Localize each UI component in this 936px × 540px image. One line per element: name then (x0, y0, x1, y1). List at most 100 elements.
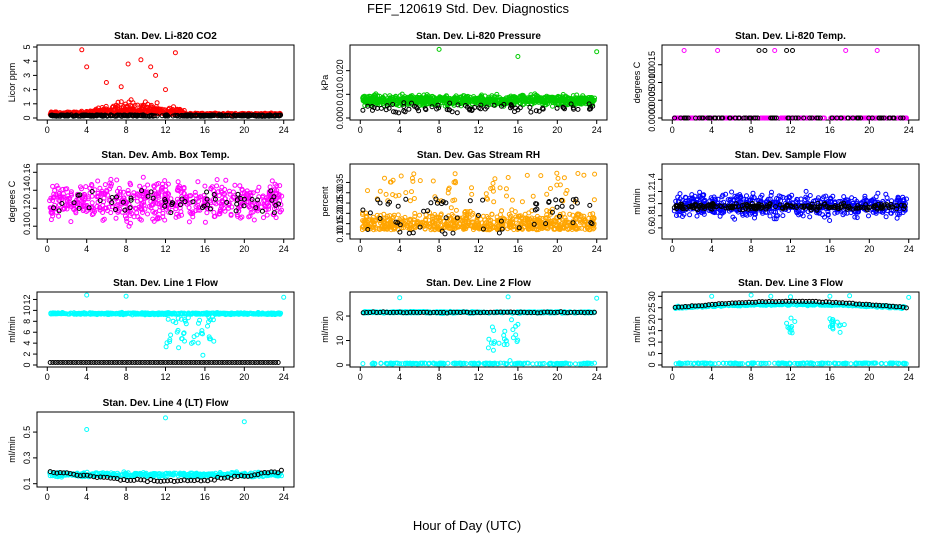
data-points (359, 170, 598, 237)
data-point (411, 196, 417, 201)
data-point (550, 94, 556, 100)
data-point (56, 213, 62, 219)
data-point (519, 199, 525, 205)
panel-title: Stan. Dev. Sample Flow (735, 150, 847, 161)
x-tick-label: 4 (709, 244, 714, 254)
y-axis-label: ml/min (632, 188, 642, 215)
y-axis-label: degrees C (632, 61, 642, 103)
data-point (430, 99, 436, 105)
data-point (436, 46, 442, 52)
data-point (113, 113, 119, 118)
data-point (469, 191, 475, 197)
data-point (454, 110, 460, 116)
data-point (127, 107, 133, 113)
data-point (135, 102, 141, 108)
data-point (417, 212, 422, 218)
data-point (228, 113, 234, 119)
data-point (515, 107, 521, 113)
x-tick-label: 8 (124, 372, 129, 382)
data-point (517, 93, 523, 99)
data-point (582, 99, 588, 105)
data-point (450, 230, 456, 236)
data-point (174, 113, 180, 119)
data-point (575, 171, 581, 176)
y-axis-label: kPa (320, 75, 330, 91)
data-point (393, 109, 399, 115)
y-tick-label: 0.020 (335, 59, 345, 82)
y-tick-label: 10 (22, 305, 32, 315)
data-point (369, 95, 375, 101)
data-point (756, 48, 762, 53)
data-point (387, 97, 393, 103)
y-tick-label: 6 (22, 330, 32, 335)
data-point (416, 108, 422, 114)
data-point (205, 323, 210, 329)
x-tick-label: 20 (864, 125, 874, 135)
data-point (674, 213, 679, 218)
x-tick-label: 12 (473, 125, 483, 135)
data-point (265, 113, 271, 118)
data-point (466, 99, 472, 105)
data-point (550, 97, 555, 103)
y-tick-label: 3 (22, 73, 32, 78)
data-point (417, 178, 423, 184)
data-point (429, 104, 435, 110)
x-tick-label: 16 (200, 244, 210, 254)
data-point (559, 203, 565, 209)
data-point (392, 96, 398, 102)
data-point (401, 100, 407, 106)
y-tick-label: 0.0005 (647, 86, 657, 114)
data-point (473, 98, 479, 104)
data-point (536, 108, 542, 114)
data-point (259, 112, 265, 118)
plot-frame (36, 44, 295, 121)
data-point (527, 104, 533, 110)
x-tick-label: 20 (239, 244, 249, 254)
y-tick-label: 0.0015 (647, 51, 657, 79)
data-point (677, 191, 683, 197)
data-point (195, 340, 201, 346)
x-tick-label: 0 (358, 244, 363, 254)
y-tick-label: 12 (22, 294, 32, 304)
x-tick-label: 0 (45, 372, 50, 382)
data-point (479, 92, 485, 98)
data-point (451, 100, 457, 106)
data-point (509, 104, 515, 109)
data-point (367, 210, 373, 216)
data-point (410, 230, 416, 236)
data-point (522, 211, 528, 217)
data-point (108, 210, 114, 216)
data-point (412, 103, 417, 109)
data-point (83, 184, 89, 190)
data-point (447, 100, 453, 106)
data-point (122, 113, 128, 119)
data-point (109, 104, 115, 110)
data-point (401, 108, 407, 114)
data-points (671, 188, 909, 223)
data-point (371, 105, 377, 111)
data-point (557, 94, 563, 100)
data-point (212, 112, 218, 118)
data-point (186, 219, 192, 225)
data-point (580, 96, 585, 102)
data-point (538, 98, 544, 103)
y-tick-label: 8 (22, 319, 32, 324)
data-point (230, 189, 236, 195)
data-point (409, 189, 414, 195)
x-tick-label: 12 (160, 372, 170, 382)
y-tick-label: 1 (22, 101, 32, 106)
data-point (211, 210, 217, 215)
data-point (174, 196, 180, 202)
data-point (590, 103, 596, 109)
data-point (204, 210, 210, 216)
data-point (575, 106, 581, 112)
data-point (381, 96, 386, 102)
x-tick-label: 4 (709, 125, 714, 135)
data-point (540, 105, 546, 111)
data-point (452, 171, 458, 177)
y-tick-label: 1.4 (647, 173, 657, 186)
data-point (201, 113, 207, 119)
data-point (448, 205, 454, 211)
data-point (374, 105, 380, 111)
